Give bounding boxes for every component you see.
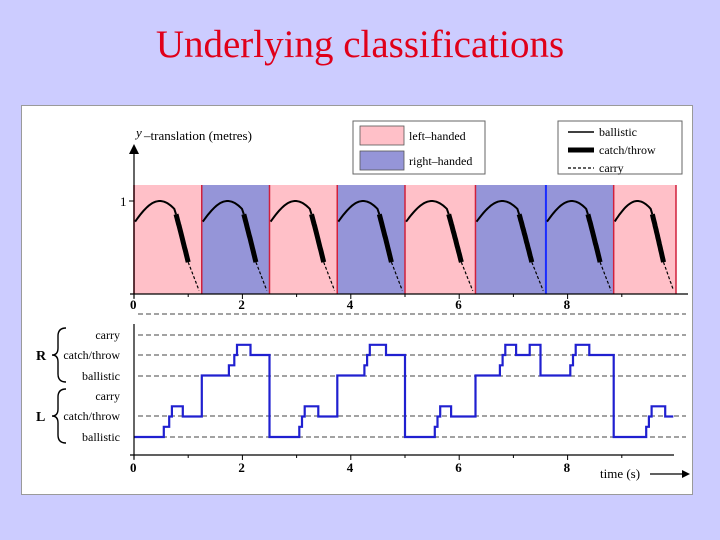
x-tick-label: 4	[347, 460, 354, 475]
x-tick-label: 6	[455, 460, 462, 475]
level-label: ballistic	[82, 430, 120, 444]
ballistic-arc	[134, 200, 177, 223]
carry-arc	[187, 261, 200, 291]
right-handed-swatch	[359, 150, 405, 171]
carry-legend-label: carry	[599, 161, 624, 175]
level-label: carry	[95, 389, 120, 403]
catch-throw-arc	[585, 213, 603, 263]
bottom-plot: carry catch/throw ballistic carry catch/thro…	[36, 313, 690, 481]
catch-throw-arc	[446, 213, 464, 263]
catch-throw-legend-label: catch/throw	[599, 143, 656, 157]
bottom-xlabel: time (s)	[600, 466, 640, 481]
top-y-axis-arrow	[129, 144, 139, 154]
hand-segment-right	[337, 185, 405, 294]
top-plot: 1 y –translation (metres) 0 2 4 6 8	[120, 125, 688, 312]
top-x-ticks: 0 2 4 6 8	[130, 294, 623, 312]
left-hand-brace-shape	[51, 388, 67, 444]
bottom-x-ticks: 0 2 4 6 8	[130, 455, 623, 475]
hand-segment-right	[545, 185, 614, 294]
bottom-trace	[134, 343, 674, 439]
catch-throw-arc	[649, 213, 666, 263]
catch-throw-arc	[173, 213, 191, 263]
ballistic-arc	[337, 200, 381, 223]
right-hand-brace: R	[36, 327, 67, 383]
hand-segment-left	[269, 185, 338, 294]
ballistic-arc	[269, 200, 313, 223]
x-tick-label: 8	[564, 297, 571, 312]
level-label: catch/throw	[63, 409, 120, 423]
hand-segment-right	[475, 185, 546, 294]
left-handed-label: left–handed	[409, 129, 466, 143]
ballistic-arc	[201, 200, 245, 223]
ballistic-arc	[613, 200, 654, 223]
level-label: catch/throw	[63, 348, 120, 362]
level-label: carry	[95, 328, 120, 342]
catch-throw-arc	[309, 213, 327, 263]
x-tick-label: 4	[347, 297, 354, 312]
classification-figure: 1 y –translation (metres) 0 2 4 6 8 left–han…	[36, 120, 690, 481]
figure-panel: 1 y –translation (metres) 0 2 4 6 8 left–han…	[21, 105, 693, 495]
catch-throw-arc	[516, 213, 535, 263]
hand-segment-left	[405, 185, 476, 294]
ballistic-arc	[475, 200, 521, 223]
catch-throw-arc	[241, 213, 259, 263]
ballistic-arc	[546, 200, 589, 223]
carry-arc	[323, 261, 336, 291]
left-hand-label: L	[36, 410, 45, 425]
shading-legend: left–handed right–handed	[352, 120, 486, 175]
catch-throw-arc	[376, 213, 394, 263]
right-hand-label: R	[36, 349, 47, 364]
x-tick-label: 2	[238, 297, 245, 312]
carry-arc	[255, 261, 268, 291]
carry-arc	[599, 261, 612, 291]
carry-arc	[531, 261, 544, 291]
top-y-tick-label: 1	[120, 194, 127, 209]
x-tick-label: 0	[130, 460, 137, 475]
right-handed-label: right–handed	[409, 154, 472, 168]
ballistic-legend-label: ballistic	[599, 125, 637, 139]
top-ylabel: –translation (metres)	[143, 128, 252, 143]
hand-segment-right	[201, 185, 270, 294]
hand-segment-left	[613, 185, 676, 294]
line-style-legend: ballistic catch/throw carry	[557, 120, 683, 175]
carry-arc	[460, 262, 474, 291]
x-tick-label: 0	[130, 297, 137, 312]
x-tick-label: 8	[564, 460, 571, 475]
left-handed-swatch	[359, 125, 405, 146]
top-ylabel-symbol: y	[134, 125, 142, 140]
time-arrow-head	[682, 470, 690, 478]
hand-segment-left	[134, 185, 202, 294]
slide-title: Underlying classifications	[155, 23, 565, 66]
right-hand-brace-shape	[51, 327, 67, 383]
ballistic-arc	[405, 200, 450, 223]
level-labels: carry catch/throw ballistic carry catch/thro…	[63, 328, 120, 444]
carry-arc	[390, 261, 403, 291]
top-trace	[134, 200, 674, 291]
x-tick-label: 2	[238, 460, 245, 475]
left-hand-brace: L	[36, 388, 67, 444]
x-tick-label: 6	[455, 297, 462, 312]
level-label: ballistic	[82, 369, 120, 383]
classification-step-line	[134, 343, 674, 439]
